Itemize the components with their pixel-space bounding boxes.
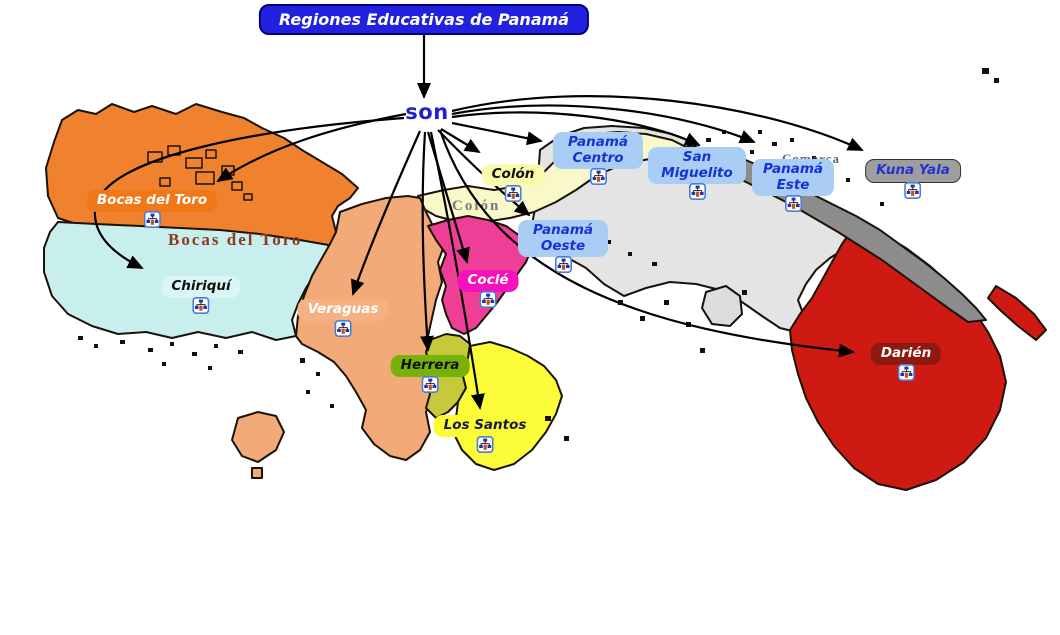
node-panama-centro[interactable]: Panamá Centro (553, 132, 643, 186)
node-san-miguelito[interactable]: San Miguelito (648, 147, 746, 201)
resource-link-icon[interactable] (589, 168, 607, 186)
node-label[interactable]: Los Santos (433, 415, 537, 437)
resource-link-icon[interactable] (897, 363, 915, 381)
node-title[interactable]: Regiones Educativas de Panamá (258, 4, 590, 35)
node-chiriqui[interactable]: Chiriquí (161, 276, 241, 314)
node-herrera[interactable]: Herrera (390, 355, 470, 393)
link-son-san-miguelito (451, 111, 701, 146)
node-label[interactable]: Coclé (457, 270, 519, 292)
node-linking-phrase-son[interactable]: son (405, 100, 449, 124)
node-label[interactable]: Panamá Centro (553, 132, 643, 170)
node-label[interactable]: Herrera (390, 355, 470, 377)
node-veraguas[interactable]: Veraguas (297, 299, 389, 337)
map-pearl-island (700, 284, 744, 328)
node-label[interactable]: Panamá Oeste (518, 220, 608, 258)
map-islets (78, 68, 999, 441)
node-label[interactable]: Kuna Yala (865, 159, 961, 183)
resource-link-icon[interactable] (688, 183, 706, 201)
node-label[interactable]: Chiriquí (161, 276, 241, 298)
node-label[interactable]: Darién (870, 343, 942, 365)
map-region-darien-coast (987, 285, 1047, 341)
resource-link-icon[interactable] (554, 256, 572, 274)
node-panama-oeste[interactable]: Panamá Oeste (518, 220, 608, 274)
node-los-santos[interactable]: Los Santos (433, 415, 537, 453)
resource-link-icon[interactable] (334, 319, 352, 337)
node-darien[interactable]: Darién (870, 343, 942, 381)
link-son-veraguas (350, 130, 422, 296)
resource-link-icon[interactable] (192, 296, 210, 314)
link-son-panama-centro (451, 121, 543, 146)
map-coiba-island (231, 411, 285, 463)
resource-link-icon[interactable] (143, 210, 161, 228)
link-son-colon (440, 128, 481, 154)
map-label-colon: Colón (452, 198, 500, 214)
node-label[interactable]: Bocas del Toro (86, 190, 218, 212)
link-son-darien (438, 129, 855, 358)
node-label[interactable]: Panamá Este (752, 159, 834, 197)
link-son-kuna-yala (451, 95, 864, 151)
link-son-cocle (426, 131, 470, 264)
node-label[interactable]: Colón (481, 164, 545, 186)
resource-link-icon[interactable] (784, 195, 802, 213)
resource-link-icon[interactable] (479, 290, 497, 308)
resource-link-icon[interactable] (421, 375, 439, 393)
node-label[interactable]: San Miguelito (648, 147, 746, 185)
resource-link-icon[interactable] (904, 181, 922, 199)
node-bocas-del-toro[interactable]: Bocas del Toro (86, 190, 218, 228)
link-son-panama-este (451, 104, 756, 144)
link-son-chiriqui (93, 116, 405, 269)
resource-link-icon[interactable] (504, 184, 522, 202)
node-kuna-yala[interactable]: Kuna Yala (865, 159, 961, 199)
node-colon[interactable]: Colón (481, 164, 545, 202)
node-cocle[interactable]: Coclé (457, 270, 519, 308)
node-panama-este[interactable]: Panamá Este (752, 159, 834, 213)
map-islet (251, 467, 263, 479)
map-label-bocas: Bocas del Toro (168, 230, 302, 249)
node-label[interactable]: Veraguas (297, 299, 389, 321)
resource-link-icon[interactable] (476, 435, 494, 453)
link-son-herrera (420, 131, 435, 352)
